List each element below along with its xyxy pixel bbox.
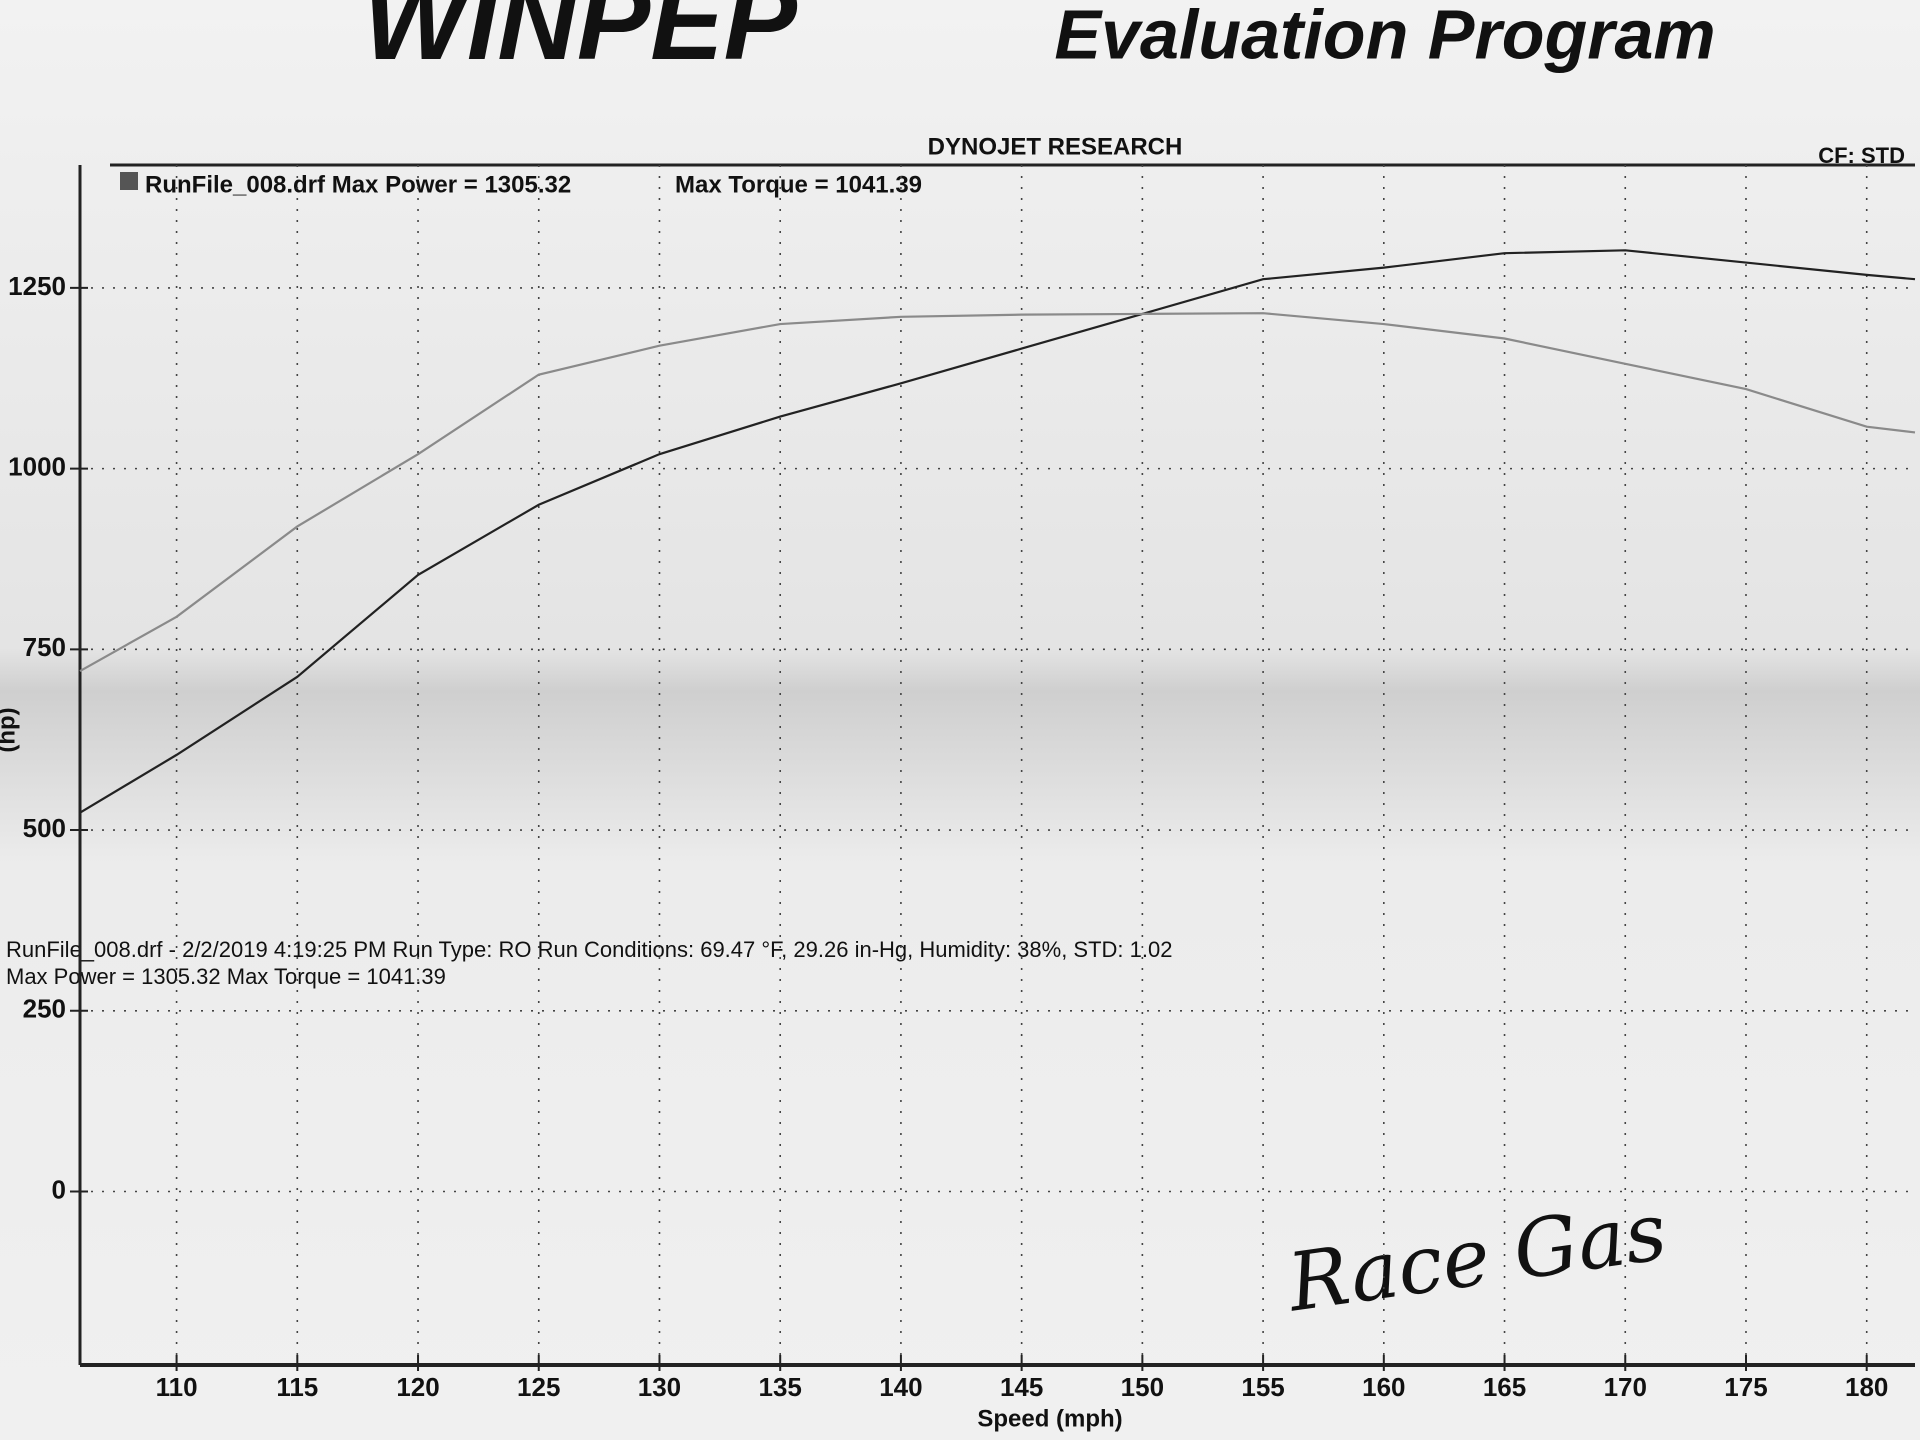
- y-tick-label: 500: [23, 813, 66, 843]
- info-line: RunFile_008.drf - 2/2/2019 4:19:25 PM Ru…: [6, 937, 1172, 962]
- x-tick-label: 135: [759, 1372, 802, 1402]
- x-tick-label: 175: [1724, 1372, 1767, 1402]
- y-tick-label: 1250: [8, 271, 66, 301]
- x-tick-label: 170: [1604, 1372, 1647, 1402]
- x-tick-label: 180: [1845, 1372, 1888, 1402]
- x-tick-label: 150: [1121, 1372, 1164, 1402]
- x-tick-label: 145: [1000, 1372, 1043, 1402]
- y-tick-label: 750: [23, 632, 66, 662]
- info-line: Max Power = 1305.32 Max Torque = 1041.39: [6, 964, 446, 989]
- legend-torque: Max Torque = 1041.39: [675, 171, 922, 198]
- x-axis-label: Speed (mph): [977, 1405, 1122, 1432]
- y-axis-label: (hp): [0, 707, 20, 752]
- x-tick-label: 110: [156, 1372, 198, 1402]
- legend-swatch: [120, 172, 138, 190]
- y-tick-label: 0: [52, 1174, 66, 1204]
- series-line: [79, 312, 1916, 672]
- x-tick-label: 140: [879, 1372, 922, 1402]
- y-tick-label: 1000: [8, 451, 66, 481]
- x-tick-label: 130: [638, 1372, 681, 1402]
- handwritten-note: Race Gas: [1281, 1185, 1672, 1330]
- legend-text: RunFile_008.drf Max Power = 1305.32: [145, 171, 571, 198]
- x-tick-label: 155: [1241, 1372, 1284, 1402]
- logo: WINPEP: [363, 0, 798, 83]
- y-tick-label: 250: [23, 994, 66, 1024]
- chart-subtitle: DYNOJET RESEARCH: [928, 133, 1183, 160]
- page-title: Evaluation Program: [1054, 0, 1715, 73]
- x-tick-label: 160: [1362, 1372, 1405, 1402]
- x-tick-label: 165: [1483, 1372, 1526, 1402]
- x-tick-label: 120: [396, 1372, 439, 1402]
- x-tick-label: 115: [276, 1372, 318, 1402]
- series-line: [79, 249, 1916, 814]
- x-tick-label: 125: [517, 1372, 560, 1402]
